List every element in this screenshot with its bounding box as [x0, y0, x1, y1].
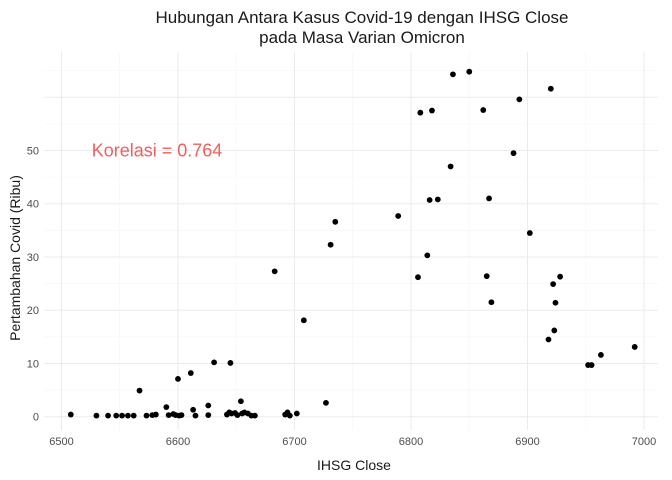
- data-point: [234, 412, 241, 418]
- data-point: [395, 213, 402, 219]
- x-tick-label: 6500: [49, 436, 73, 448]
- data-point: [237, 398, 244, 405]
- data-point: [211, 359, 218, 366]
- data-point: [124, 412, 131, 419]
- data-point: [192, 412, 199, 419]
- data-point: [205, 402, 212, 409]
- data-point: [251, 412, 258, 419]
- data-point: [105, 412, 111, 419]
- data-point: [426, 197, 433, 203]
- data-point: [119, 412, 125, 419]
- data-point: [165, 412, 172, 418]
- data-point: [466, 68, 473, 75]
- data-point: [550, 281, 557, 288]
- data-point: [551, 327, 558, 334]
- data-point: [545, 336, 552, 343]
- y-tick-label: 0: [33, 412, 39, 424]
- y-axis-label: Pertambahan Covid (Ribu): [7, 175, 23, 341]
- x-tick-label: 6800: [399, 436, 423, 448]
- data-point: [130, 412, 137, 419]
- y-tick-label: 10: [27, 358, 39, 370]
- chart-title-line-1: Hubungan Antara Kasus Covid-19 dengan IH…: [156, 8, 569, 27]
- data-point: [510, 150, 517, 157]
- data-point: [488, 299, 495, 306]
- data-point: [190, 406, 197, 413]
- data-point: [415, 274, 421, 281]
- data-point: [327, 241, 334, 248]
- data-point: [175, 375, 181, 382]
- y-axis-ticks: 0 10 20 30 40 50: [27, 145, 39, 423]
- data-point: [113, 412, 120, 419]
- data-point: [434, 196, 441, 203]
- x-tick-label: 6600: [166, 436, 190, 448]
- x-axis-label: IHSG Close: [317, 457, 391, 473]
- y-tick-label: 40: [27, 199, 39, 211]
- data-point: [227, 360, 234, 366]
- minor-gridlines: [44, 52, 658, 430]
- data-point: [205, 412, 212, 418]
- data-point: [187, 370, 194, 376]
- data-point: [293, 410, 300, 417]
- data-point: [424, 252, 431, 259]
- data-point: [323, 399, 329, 406]
- data-point: [163, 404, 170, 411]
- data-point: [429, 107, 435, 114]
- y-tick-label: 50: [27, 145, 39, 157]
- data-points: [67, 68, 638, 419]
- data-point: [450, 71, 456, 78]
- data-point: [271, 268, 278, 275]
- data-point: [588, 362, 595, 368]
- data-point: [516, 96, 523, 103]
- data-point: [526, 230, 533, 236]
- y-tick-label: 30: [27, 252, 39, 264]
- data-point: [93, 412, 100, 419]
- data-point: [67, 411, 74, 418]
- data-point: [143, 412, 150, 419]
- data-point: [136, 387, 143, 394]
- x-tick-label: 7000: [632, 436, 656, 448]
- x-axis-ticks: 6500 6600 6700 6800 6900 7000: [49, 436, 656, 448]
- major-gridlines: [44, 52, 658, 430]
- data-point: [547, 85, 554, 92]
- x-tick-label: 6700: [282, 436, 306, 448]
- y-tick-label: 20: [27, 305, 39, 317]
- data-point: [557, 273, 564, 280]
- data-point: [486, 195, 492, 202]
- x-tick-label: 6900: [515, 436, 539, 448]
- data-point: [552, 299, 559, 306]
- chart-title-line-2: pada Masa Varian Omicron: [259, 28, 465, 47]
- correlation-annotation: Korelasi = 0.764: [92, 140, 223, 160]
- data-point: [483, 273, 490, 280]
- data-point: [598, 352, 604, 358]
- data-point: [447, 163, 454, 170]
- data-point: [631, 344, 638, 350]
- data-point: [332, 218, 339, 225]
- data-point: [286, 412, 293, 419]
- data-point: [178, 412, 185, 418]
- data-point: [417, 109, 424, 116]
- data-point: [480, 107, 487, 113]
- data-point: [152, 411, 159, 418]
- data-point: [300, 317, 307, 324]
